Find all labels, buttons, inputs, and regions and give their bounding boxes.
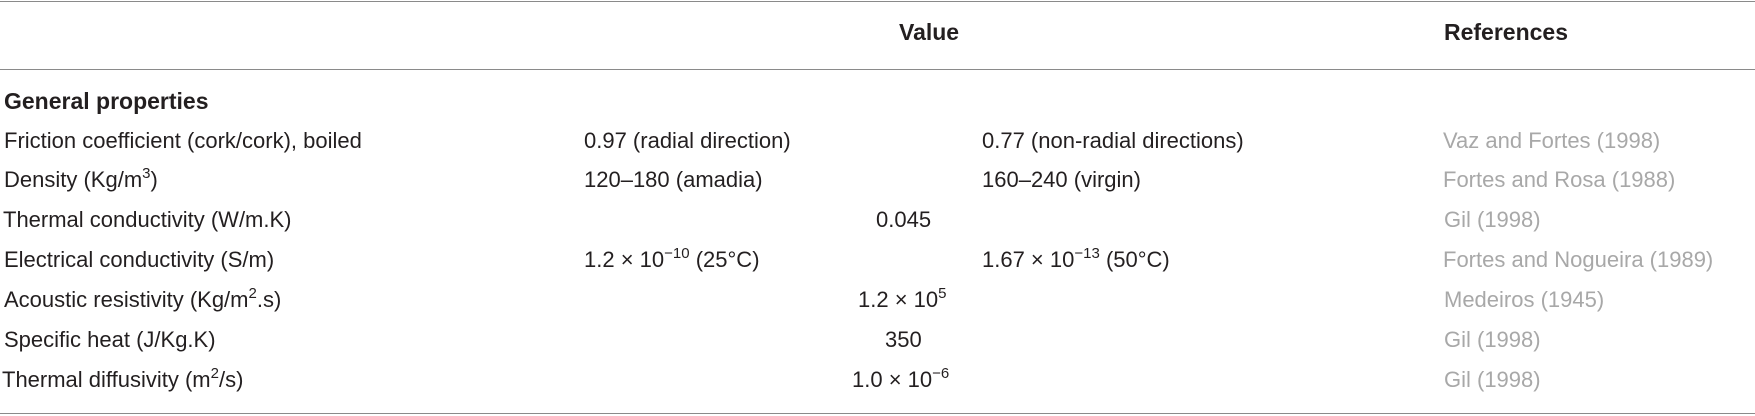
table-row-property: Thermal conductivity (W/m.K)	[3, 207, 292, 232]
table-row-property: Electrical conductivity (S/m)	[4, 247, 275, 272]
table-row-reference: Vaz and Fortes (1998)	[1443, 128, 1661, 153]
header-value: Value	[899, 19, 960, 45]
table-row-value: 1.0 × 10−6	[852, 364, 950, 392]
table-row-property: Friction coefficient (cork/cork), boiled	[4, 128, 362, 153]
table-top-rule	[0, 1, 1755, 2]
header-references: References	[1444, 19, 1569, 45]
table-row-property: Thermal diffusivity (m2/s)	[2, 364, 244, 392]
table-row-reference: Fortes and Rosa (1988)	[1443, 167, 1676, 192]
table-row-value-a: 1.2 × 10−10 (25°C)	[584, 244, 760, 272]
section-title: General properties	[4, 88, 209, 114]
table-row-value-a: 0.97 (radial direction)	[584, 128, 791, 153]
table-row-reference: Medeiros (1945)	[1444, 287, 1605, 312]
table-row-value: 350	[885, 327, 922, 352]
table-bottom-rule	[0, 413, 1755, 414]
table-row-value-b: 0.77 (non-radial directions)	[982, 128, 1244, 153]
table-row-value: 1.2 × 105	[858, 284, 947, 312]
table-row-value-b: 160–240 (virgin)	[982, 167, 1141, 192]
table-row-value-a: 120–180 (amadia)	[584, 167, 763, 192]
table-row-reference: Gil (1998)	[1444, 327, 1541, 352]
table-row-property: Specific heat (J/Kg.K)	[4, 327, 216, 352]
table-header-rule	[0, 69, 1755, 70]
table-row-property: Acoustic resistivity (Kg/m2.s)	[4, 284, 282, 312]
table-row-reference: Gil (1998)	[1444, 207, 1541, 232]
table-row-reference: Gil (1998)	[1444, 367, 1541, 392]
table-row-value: 0.045	[876, 207, 932, 232]
table-row-property: Density (Kg/m3)	[4, 164, 158, 192]
table-row-reference: Fortes and Nogueira (1989)	[1443, 247, 1714, 272]
table-row-value-b: 1.67 × 10−13 (50°C)	[982, 244, 1170, 272]
